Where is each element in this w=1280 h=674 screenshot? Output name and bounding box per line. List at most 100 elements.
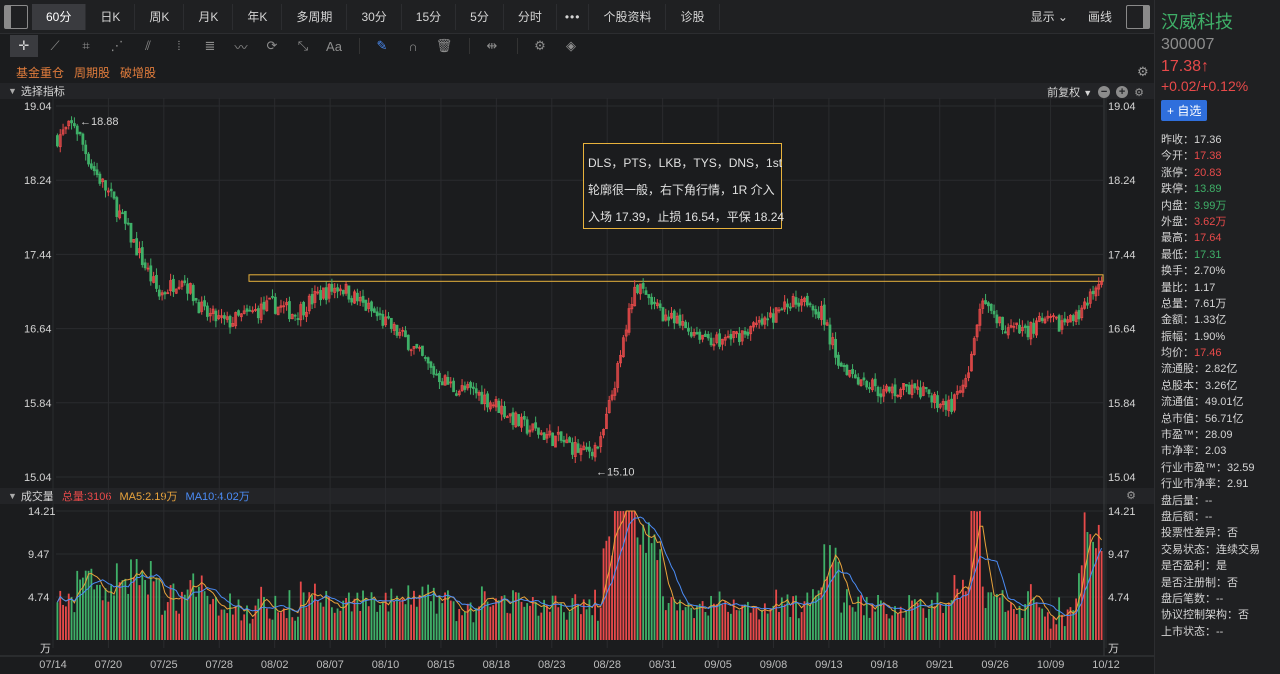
volume-bar [1041, 608, 1044, 640]
measure-icon[interactable]: ⤡ [297, 38, 309, 53]
grid-lines-icon[interactable]: ⦙ [177, 38, 181, 53]
volume-bar [990, 592, 993, 640]
volume-bar [800, 612, 803, 640]
tab-period-12[interactable]: 诊股 [666, 3, 720, 30]
tab-period-4[interactable]: 年K [233, 3, 283, 30]
channel-icon[interactable]: ⫽ [145, 38, 151, 53]
volume-bar [87, 570, 90, 640]
adjust-dropdown[interactable]: 前复权 ▼ [1047, 84, 1092, 100]
collapse-caret-icon[interactable]: ▼ [8, 491, 17, 501]
candle-body [619, 354, 622, 364]
trade-note-annotation[interactable]: DLS，PTS，LKB，TYS，DNS，1st 轮廓很一般，右下角行情，1R 介… [583, 143, 784, 229]
volume-bar [1015, 614, 1018, 640]
tag-below-issue[interactable]: 破增股 [120, 66, 157, 80]
crosshair-icon[interactable]: ✛ [10, 35, 38, 57]
tab-period-3[interactable]: 月K [184, 3, 234, 30]
fan-icon[interactable]: ⋰ [110, 38, 124, 53]
candle-body [684, 321, 688, 329]
candle-body [163, 292, 167, 295]
candle-body [638, 283, 642, 295]
candle-body [644, 290, 648, 295]
candle-body [239, 313, 243, 318]
stat-row: 总市值：56.71亿 [1161, 410, 1274, 426]
crop-icon[interactable]: ⌗ [82, 38, 90, 53]
display-label: 显示 [1030, 10, 1055, 24]
cycle-icon[interactable]: ⟳ [266, 38, 278, 53]
volume-bar [291, 617, 294, 640]
candle-body [129, 222, 133, 243]
fibonacci-icon[interactable]: ≣ [204, 38, 216, 53]
volume-bar [1012, 609, 1015, 640]
volume-bar [681, 610, 684, 640]
draw-lines-button[interactable]: 画线 [1087, 10, 1112, 24]
volume-settings-gear-icon[interactable]: ⚙︎ [1126, 490, 1136, 502]
candle-body [961, 384, 965, 393]
candle-body [486, 393, 489, 408]
candle-body [783, 301, 787, 310]
volume-bar [987, 592, 990, 640]
volume-bar [463, 611, 466, 640]
tag-cyclical[interactable]: 周期股 [74, 66, 111, 80]
hide-drawings-icon[interactable]: ⇹ [486, 38, 498, 53]
candle-body [469, 382, 472, 388]
tab-period-8[interactable]: 5分 [456, 3, 504, 30]
tag-fund-heavy[interactable]: 基金重仓 [16, 66, 65, 80]
volume-bar [879, 600, 882, 640]
volume-bar [582, 599, 585, 640]
tags-settings-gear-icon[interactable]: ⚙︎ [1137, 64, 1149, 79]
candle-body [842, 365, 846, 368]
zoom-in-icon[interactable]: + [1116, 86, 1129, 98]
tab-period-0[interactable]: 60分 [32, 3, 87, 30]
volume-bar [599, 607, 602, 640]
layers-icon[interactable]: ◈ [566, 38, 576, 53]
volume-bar [713, 603, 715, 640]
volume-bar [1027, 591, 1029, 640]
magnet-icon[interactable]: ∩ [408, 38, 418, 54]
right-panel-toggle-icon[interactable] [1126, 4, 1150, 29]
candle-body [157, 289, 161, 297]
volume-bar [529, 605, 531, 640]
text-icon[interactable]: Aa [326, 38, 342, 54]
volume-bar [729, 613, 732, 640]
tab-period-9[interactable]: 分时 [504, 3, 557, 30]
line-segment-icon[interactable]: ⟋ [50, 38, 60, 53]
candle-body [1100, 281, 1103, 285]
stat-value: 1.90% [1194, 330, 1226, 343]
left-panel-toggle-icon[interactable] [4, 4, 28, 29]
candle-body [689, 332, 693, 337]
candle-body [200, 301, 204, 312]
stat-value: 2.91 [1227, 478, 1249, 491]
candle-body [542, 432, 546, 440]
stat-label: 盘后笔数： [1161, 592, 1216, 605]
candle-body [460, 385, 464, 391]
settings-icon[interactable]: ⚙︎ [534, 38, 546, 53]
wave-icon[interactable]: 〰 [234, 39, 248, 55]
tab-period-5[interactable]: 多周期 [282, 3, 348, 30]
more-periods-icon[interactable]: ••• [557, 3, 590, 30]
collapse-caret-icon[interactable]: ▼ [8, 86, 17, 96]
volume-bar [449, 600, 452, 640]
candle-body [766, 318, 770, 321]
tab-period-6[interactable]: 30分 [347, 3, 402, 30]
tab-period-1[interactable]: 日K [86, 3, 136, 30]
stat-label: 盘后额： [1161, 510, 1205, 523]
pen-icon[interactable]: ✎ [376, 38, 388, 53]
candle-body [820, 305, 823, 320]
add-watchlist-button[interactable]: + 自选 [1161, 100, 1208, 121]
display-dropdown[interactable]: 显示 ⌄ [1021, 8, 1078, 25]
candle-body [817, 311, 821, 319]
tab-period-2[interactable]: 周K [135, 3, 185, 30]
trash-icon[interactable]: 🗑︎ [435, 38, 453, 53]
indicator-selector[interactable]: 选择指标 [20, 86, 65, 98]
volume-bar [302, 592, 305, 640]
tab-period-7[interactable]: 15分 [402, 3, 457, 30]
volume-bar [127, 593, 130, 640]
zoom-out-icon[interactable]: − [1098, 86, 1111, 98]
candle-body [670, 312, 673, 319]
main-chart-settings-gear-icon[interactable]: ⚙︎ [1134, 86, 1144, 99]
candle-body [121, 212, 124, 215]
candle-body [279, 305, 283, 308]
volume-ma5: MA5:2.19万 [119, 491, 178, 503]
candle-body [251, 310, 255, 313]
tab-period-11[interactable]: 个股资料 [589, 3, 667, 30]
